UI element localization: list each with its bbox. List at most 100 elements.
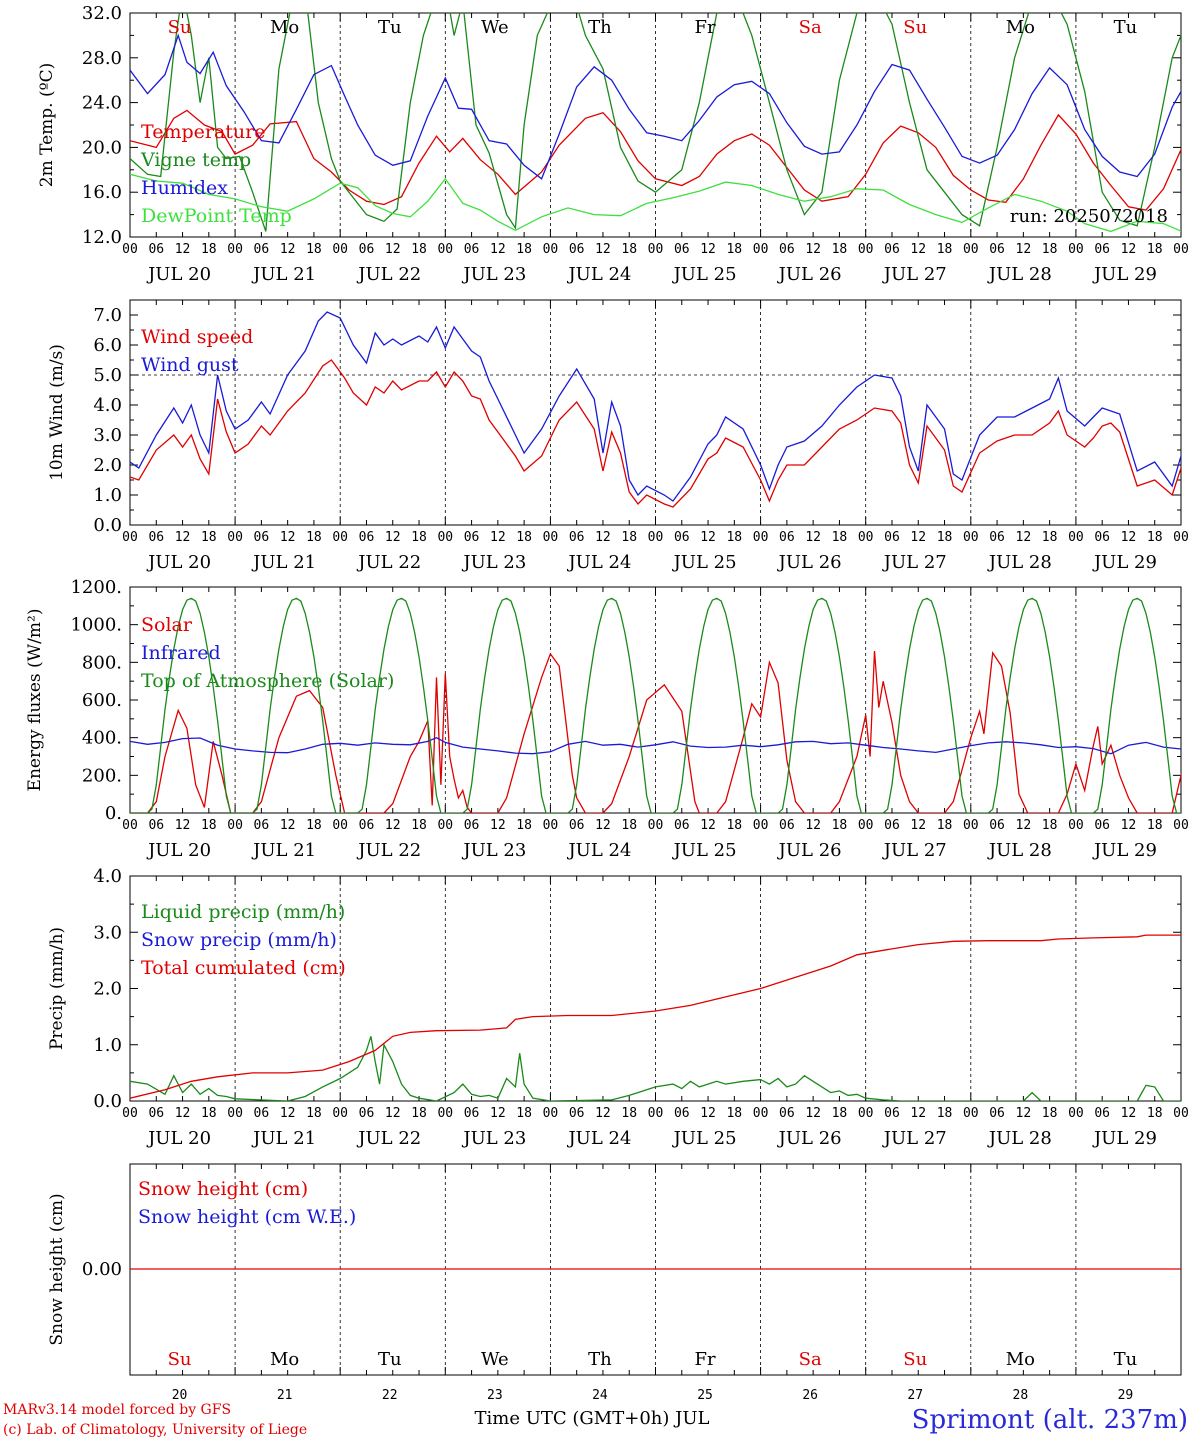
date-label: JUL 29 <box>1092 552 1157 573</box>
hour-tick-label: 00 <box>858 1106 874 1121</box>
y-tick-label: 2.0 <box>93 979 122 1000</box>
series-line-infrared <box>130 736 1181 755</box>
hour-tick-label: 18 <box>832 242 848 257</box>
hour-tick-label: 06 <box>674 530 690 545</box>
hour-tick-label: 06 <box>148 818 164 833</box>
y-tick-label: 12.0 <box>82 227 122 248</box>
hour-tick-label: 18 <box>516 818 532 833</box>
legend-entry: Infrared <box>141 642 221 664</box>
hour-tick-label: 12 <box>175 818 191 833</box>
hour-tick-label: 18 <box>201 818 217 833</box>
hour-tick-label: 12 <box>805 242 821 257</box>
hour-tick-label: 06 <box>779 818 795 833</box>
hour-tick-label: 06 <box>1094 242 1110 257</box>
hour-tick-label: 06 <box>884 1106 900 1121</box>
hour-tick-label: 06 <box>359 530 375 545</box>
station-name: Sprimont (alt. 237m) <box>912 1405 1188 1435</box>
hour-tick-label: 00 <box>332 530 348 545</box>
x-axis-title: Time UTC (GMT+0h) JUL <box>475 1408 710 1429</box>
hour-tick-label: 18 <box>832 818 848 833</box>
hour-tick-label: 06 <box>569 1106 585 1121</box>
day-number: 25 <box>697 1388 713 1403</box>
series-line-vigne-temp <box>130 13 1181 232</box>
legend-entry: Snow precip (mm/h) <box>141 929 337 951</box>
legend-entry: Top of Atmosphere (Solar) <box>141 670 394 692</box>
panel-snow <box>129 1163 1182 1376</box>
hour-tick-label: 06 <box>464 1106 480 1121</box>
hour-tick-label: 00 <box>543 242 559 257</box>
date-label: JUL 21 <box>251 1128 316 1149</box>
hour-tick-label: 00 <box>1173 530 1189 545</box>
hour-tick-label: 00 <box>963 818 979 833</box>
hour-tick-label: 18 <box>411 242 427 257</box>
weekday-label: Tu <box>378 1349 402 1370</box>
weekday-label: Sa <box>799 1349 822 1370</box>
y-tick-label: 3.0 <box>93 922 122 943</box>
weekday-label: Fr <box>695 1349 716 1370</box>
hour-tick-label: 12 <box>385 1106 401 1121</box>
series-line-total-cumulated-cm- <box>130 934 1181 1099</box>
date-label: JUL 26 <box>777 552 842 573</box>
hour-tick-label: 06 <box>359 1106 375 1121</box>
hour-tick-label: 12 <box>280 530 296 545</box>
hour-tick-label: 00 <box>332 818 348 833</box>
date-label: JUL 28 <box>987 552 1052 573</box>
hour-tick-label: 00 <box>122 818 138 833</box>
y-axis-label: Energy fluxes (W/m²) <box>25 609 45 792</box>
legend-entry: Wind speed <box>141 326 253 348</box>
hour-tick-label: 18 <box>937 818 953 833</box>
hour-tick-label: 18 <box>726 818 742 833</box>
date-label: JUL 25 <box>672 1128 737 1149</box>
date-label: JUL 23 <box>461 1128 526 1149</box>
series-line-dewpoint-temp <box>130 173 1181 233</box>
hour-tick-label: 00 <box>753 1106 769 1121</box>
hour-tick-label: 18 <box>1147 818 1163 833</box>
hour-tick-label: 12 <box>385 818 401 833</box>
legend-entry: Vigne temp <box>140 149 251 171</box>
hour-tick-label: 00 <box>122 530 138 545</box>
hour-tick-label: 06 <box>989 818 1005 833</box>
hour-tick-label: 00 <box>227 1106 243 1121</box>
series-line-solar <box>130 650 1181 813</box>
y-tick-label: 0.0 <box>93 515 122 536</box>
weekday-label: Sa <box>799 17 822 38</box>
series-line-wind-gust <box>130 311 1181 502</box>
date-label: JUL 24 <box>566 552 631 573</box>
weekday-label: Su <box>903 17 927 38</box>
date-label: JUL 23 <box>461 552 526 573</box>
hour-tick-label: 06 <box>1094 1106 1110 1121</box>
date-label: JUL 24 <box>566 264 631 285</box>
weekday-label: Mo <box>1006 17 1035 38</box>
hour-tick-label: 18 <box>1042 530 1058 545</box>
hour-tick-label: 18 <box>726 1106 742 1121</box>
weekday-label: Fr <box>695 17 716 38</box>
hour-tick-label: 06 <box>674 242 690 257</box>
hour-tick-label: 12 <box>1016 1106 1032 1121</box>
date-label: JUL 26 <box>777 1128 842 1149</box>
hour-tick-label: 00 <box>963 530 979 545</box>
day-number: 24 <box>592 1388 608 1403</box>
date-label: JUL 28 <box>987 1128 1052 1149</box>
hour-tick-label: 00 <box>963 242 979 257</box>
hour-tick-label: 18 <box>726 242 742 257</box>
y-tick-label: 400. <box>82 728 122 749</box>
hour-tick-label: 00 <box>543 1106 559 1121</box>
y-tick-label: 0.0 <box>93 1091 122 1112</box>
date-label: JUL 27 <box>882 552 947 573</box>
hour-tick-label: 18 <box>1042 242 1058 257</box>
legend-entry: DewPoint Temp <box>141 205 292 227</box>
hour-tick-label: 18 <box>832 530 848 545</box>
weekday-label: Tu <box>378 17 402 38</box>
hour-tick-label: 18 <box>1042 818 1058 833</box>
hour-tick-label: 06 <box>569 242 585 257</box>
hour-tick-label: 12 <box>1016 530 1032 545</box>
hour-tick-label: 06 <box>464 530 480 545</box>
y-axis-label: 2m Temp. (ºC) <box>37 63 57 188</box>
hour-tick-label: 12 <box>910 242 926 257</box>
hour-tick-label: 00 <box>753 530 769 545</box>
hour-tick-label: 18 <box>516 530 532 545</box>
hour-tick-label: 12 <box>910 530 926 545</box>
date-label: JUL 20 <box>146 264 211 285</box>
hour-tick-label: 18 <box>726 530 742 545</box>
